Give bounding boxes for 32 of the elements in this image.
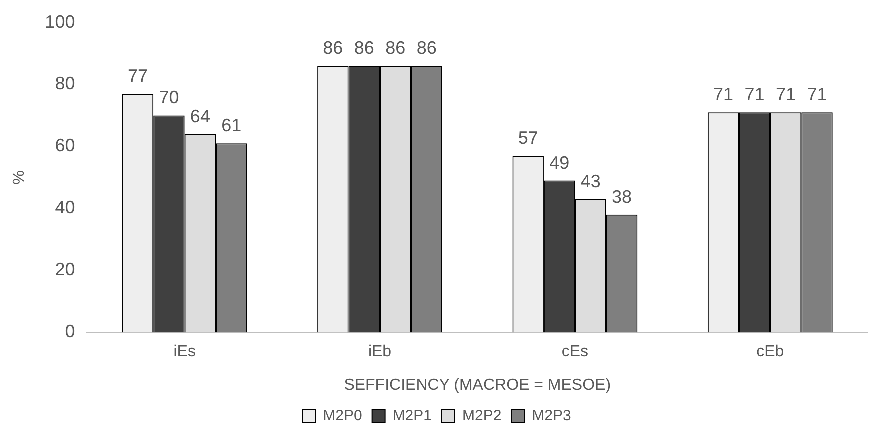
y-tick-label: 0 <box>65 322 76 342</box>
data-label: 57 <box>518 128 538 148</box>
legend-label: M2P3 <box>532 408 572 425</box>
y-tick-label: 60 <box>55 136 76 156</box>
x-tick-label: iEb <box>368 344 392 361</box>
data-label: 86 <box>323 38 344 58</box>
data-label: 71 <box>807 84 828 105</box>
x-tick-label: cEb <box>756 344 784 361</box>
y-tick-label: 40 <box>55 198 76 218</box>
data-label: 64 <box>190 106 210 126</box>
x-axis-title: SEFFICIENCY (MACROE = MESOE) <box>344 376 612 394</box>
y-tick-label: 100 <box>45 12 76 32</box>
x-tick-label: cEs <box>562 344 589 361</box>
data-label: 43 <box>580 171 601 192</box>
data-label: 86 <box>386 38 406 58</box>
data-label: 77 <box>128 66 148 86</box>
x-tick-label: iEs <box>174 344 196 361</box>
legend-label: M2P2 <box>462 408 502 425</box>
y-axis-title: % <box>11 170 28 185</box>
y-tick-label: 80 <box>55 74 76 94</box>
data-label: 70 <box>159 88 180 108</box>
data-label: 61 <box>222 116 242 136</box>
data-label: 71 <box>776 84 796 105</box>
data-label: 86 <box>354 38 374 58</box>
legend-label: M2P0 <box>323 408 362 425</box>
data-label: 49 <box>550 152 570 173</box>
data-label: 71 <box>714 84 734 105</box>
legend-label: M2P1 <box>392 408 432 425</box>
data-label: 38 <box>612 186 632 207</box>
data-label: 71 <box>744 84 765 105</box>
data-label: 86 <box>416 38 437 58</box>
y-tick-label: 20 <box>55 260 76 280</box>
